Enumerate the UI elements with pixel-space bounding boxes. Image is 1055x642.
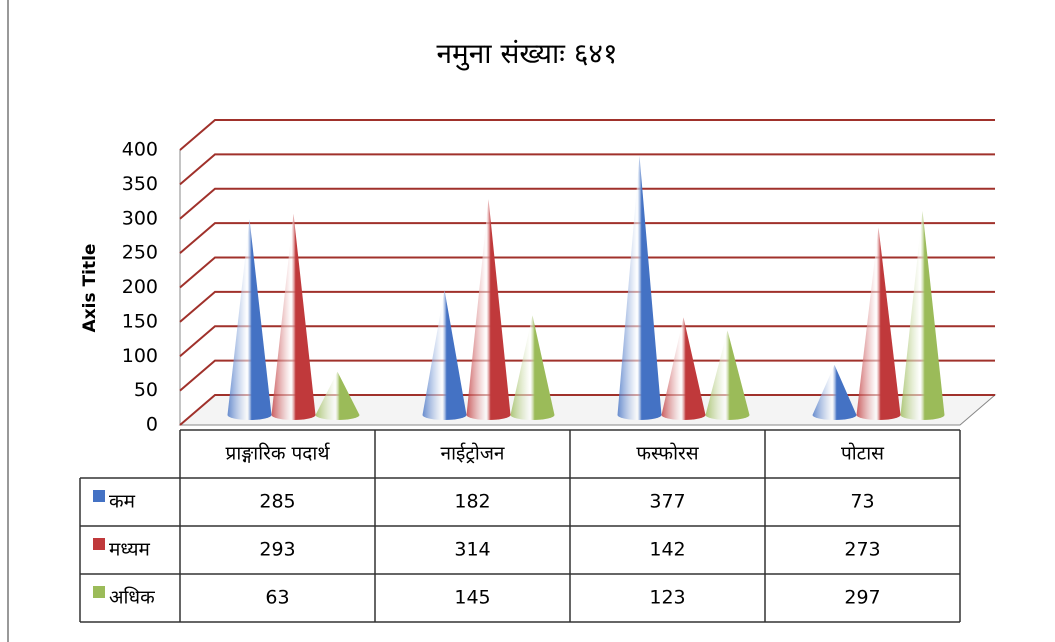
grid-line	[179, 290, 995, 323]
table-value: 123	[649, 587, 685, 609]
y-tick-label: 350	[122, 173, 158, 195]
y-axis-title: Axis Title	[80, 244, 100, 333]
grid-line	[179, 119, 995, 151]
table-value: 145	[454, 587, 490, 609]
legend-swatch	[93, 538, 105, 550]
table-value: 285	[259, 491, 295, 513]
y-tick-label: 300	[122, 207, 158, 229]
y-tick-label: 200	[122, 276, 158, 298]
cone	[466, 199, 511, 420]
table-value: 63	[265, 587, 289, 609]
grid-line	[179, 325, 995, 358]
cone	[315, 371, 360, 420]
cone	[617, 155, 662, 420]
cone	[227, 219, 272, 420]
y-tick-label: 400	[122, 139, 158, 161]
table-value: 297	[844, 587, 880, 609]
table-value: 73	[850, 491, 874, 513]
cone	[856, 227, 901, 420]
cone	[900, 210, 945, 420]
cone	[661, 317, 706, 420]
y-tick-label: 0	[146, 414, 158, 436]
cone	[510, 315, 555, 420]
y-tick-label: 250	[122, 242, 158, 264]
table-value: 293	[259, 539, 295, 561]
legend-label: अधिक	[109, 586, 155, 609]
table-value: 377	[649, 491, 685, 513]
legend-label: मध्यम	[109, 539, 151, 561]
cone	[271, 213, 316, 420]
cone	[812, 364, 857, 420]
x-tick-label: प्राङ्गारिक पदार्थ	[226, 442, 331, 465]
table-value: 142	[649, 539, 685, 561]
grid-line	[179, 153, 995, 186]
chart-title: नमुना संख्याः ६४१	[436, 37, 617, 71]
table-value: 273	[844, 539, 880, 561]
grid-line	[179, 256, 995, 289]
y-tick-label: 50	[134, 379, 158, 401]
table-value: 182	[454, 491, 490, 513]
legend-label: कम	[109, 491, 136, 513]
grid-line	[179, 187, 995, 220]
grid-line	[179, 222, 995, 254]
y-tick-label: 100	[122, 345, 158, 367]
x-tick-label: पोटास	[841, 442, 885, 465]
table-value: 314	[454, 539, 490, 561]
legend-swatch	[93, 586, 105, 598]
cone	[422, 289, 467, 420]
legend-swatch	[93, 490, 105, 502]
x-tick-label: नाईट्रोजन	[441, 442, 505, 465]
y-tick-label: 150	[122, 310, 158, 332]
cone	[705, 330, 750, 420]
x-tick-label: फस्फोरस	[636, 442, 699, 465]
